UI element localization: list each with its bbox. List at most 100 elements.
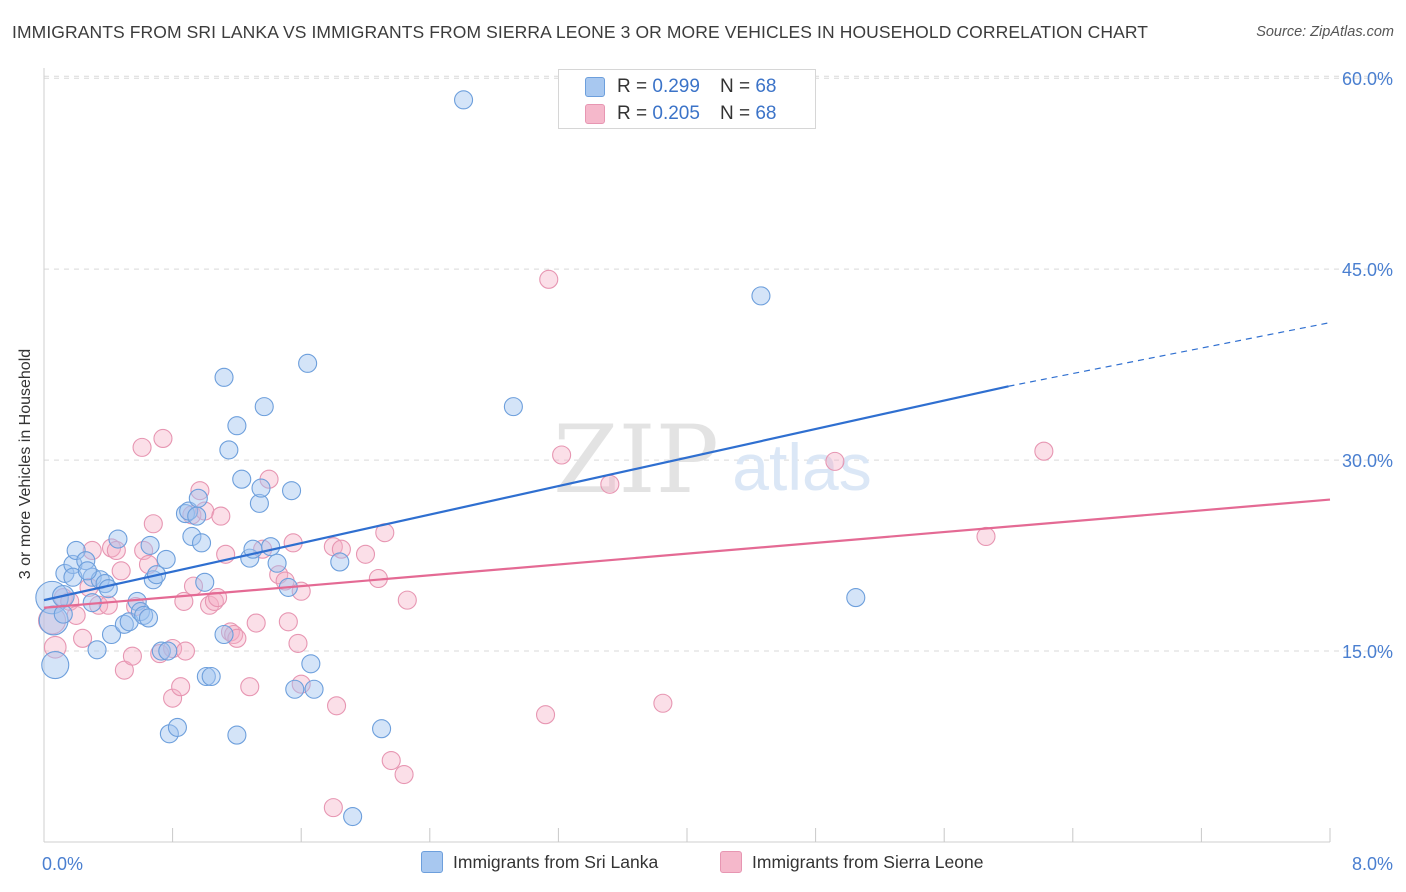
- point-sierra-leone: [82, 540, 102, 561]
- watermark-zip: ZIP: [553, 406, 719, 515]
- point-sri-lanka: [98, 579, 118, 599]
- point-sri-lanka: [454, 90, 474, 110]
- y-tick-label: 15.0%: [1342, 642, 1393, 662]
- point-sri-lanka: [330, 552, 350, 572]
- point-sri-lanka: [846, 588, 866, 608]
- n-label: N =: [719, 103, 751, 124]
- point-sri-lanka: [159, 724, 179, 744]
- point-sri-lanka: [285, 679, 305, 699]
- point-sri-lanka: [254, 397, 274, 417]
- point-sierra-leone: [240, 677, 260, 697]
- point-sri-lanka: [195, 572, 215, 592]
- point-sierra-leone: [138, 554, 159, 575]
- point-sierra-leone: [224, 624, 244, 645]
- trend-line-sri-lanka: [43, 385, 1009, 602]
- watermark: ZIP atlas: [553, 406, 872, 515]
- point-sri-lanka: [196, 666, 216, 687]
- point-sierra-leone: [190, 481, 210, 501]
- point-sierra-leone: [397, 590, 417, 610]
- point-sierra-leone: [143, 514, 163, 534]
- point-sierra-leone: [171, 677, 191, 697]
- point-sierra-leone: [227, 628, 247, 648]
- series-legend: Immigrants from Sri Lanka Immigrants fro…: [0, 851, 1406, 877]
- point-sierra-leone: [291, 674, 311, 694]
- point-sri-lanka: [182, 526, 202, 547]
- point-sri-lanka: [201, 666, 221, 687]
- point-sri-lanka: [108, 529, 128, 549]
- n-label: N =: [719, 76, 751, 97]
- point-sierra-leone: [208, 588, 228, 608]
- point-sierra-leone: [539, 269, 559, 289]
- y-tick-label: 30.0%: [1342, 451, 1393, 471]
- point-sierra-leone: [1034, 441, 1054, 461]
- point-sri-lanka: [187, 506, 207, 526]
- n-value-sierra-leone: 68: [755, 103, 777, 124]
- point-sierra-leone: [535, 705, 556, 725]
- trend-line-sri-lanka-extension: [1008, 322, 1331, 387]
- point-sierra-leone: [98, 595, 118, 615]
- stats-row-sierra-leone: R = 0.205 N = 68: [585, 103, 776, 125]
- point-sri-lanka: [298, 353, 318, 373]
- legend-swatch-sri-lanka: [421, 851, 443, 873]
- point-sri-lanka: [140, 535, 160, 555]
- r-value-sierra-leone: 0.205: [652, 103, 700, 124]
- point-sierra-leone: [73, 628, 93, 648]
- legend-item-sri-lanka[interactable]: Immigrants from Sri Lanka: [421, 851, 658, 873]
- legend-item-sierra-leone[interactable]: Immigrants from Sierra Leone: [720, 851, 983, 873]
- point-sierra-leone: [976, 526, 996, 547]
- point-sierra-leone: [825, 451, 845, 471]
- point-sri-lanka: [214, 624, 234, 645]
- point-sri-lanka: [156, 549, 176, 569]
- point-sri-lanka: [87, 640, 107, 660]
- watermark-atlas: atlas: [732, 430, 871, 504]
- stats-swatch-sri-lanka: [585, 77, 605, 97]
- point-sri-lanka: [304, 679, 324, 699]
- point-sri-lanka: [41, 651, 70, 680]
- stats-swatch-sierra-leone: [585, 104, 605, 124]
- point-sri-lanka: [158, 641, 178, 661]
- point-sri-lanka: [214, 367, 234, 387]
- point-sierra-leone: [153, 428, 173, 449]
- point-sri-lanka: [343, 806, 363, 827]
- point-sri-lanka: [77, 561, 97, 581]
- chart-title: IMMIGRANTS FROM SRI LANKA VS IMMIGRANTS …: [12, 22, 1149, 42]
- stats-row-sri-lanka: R = 0.299 N = 68: [585, 76, 776, 98]
- point-sri-lanka: [76, 551, 96, 571]
- point-sri-lanka: [191, 533, 212, 553]
- r-value-sri-lanka: 0.299: [652, 76, 700, 97]
- point-sierra-leone: [175, 641, 196, 661]
- point-sierra-leone: [394, 764, 414, 785]
- point-sri-lanka: [188, 488, 208, 508]
- point-sierra-leone: [211, 506, 231, 526]
- legend-swatch-sierra-leone: [720, 851, 742, 873]
- point-sri-lanka: [101, 624, 122, 645]
- point-sri-lanka: [63, 567, 83, 587]
- point-sri-lanka: [503, 397, 523, 417]
- point-sri-lanka: [227, 725, 247, 745]
- trend-lines: [43, 322, 1331, 609]
- point-sri-lanka: [251, 478, 271, 498]
- point-sierra-leone: [111, 561, 131, 581]
- trend-line-sierra-leone: [43, 498, 1331, 609]
- point-sri-lanka: [227, 416, 247, 436]
- y-tick-label: 45.0%: [1342, 260, 1393, 280]
- point-sierra-leone: [327, 696, 347, 716]
- legend-label-sierra-leone: Immigrants from Sierra Leone: [752, 851, 984, 872]
- point-sierra-leone: [600, 474, 620, 494]
- point-sri-lanka: [151, 641, 171, 661]
- point-sierra-leone: [132, 437, 152, 457]
- point-sierra-leone: [163, 688, 183, 708]
- point-sri-lanka: [53, 604, 73, 624]
- point-sri-lanka: [267, 553, 287, 573]
- point-sierra-leone: [278, 612, 298, 632]
- point-sri-lanka: [219, 440, 239, 460]
- point-sierra-leone: [288, 633, 308, 653]
- point-sri-lanka: [282, 481, 302, 501]
- axes: [43, 68, 1331, 843]
- legend-label-sri-lanka: Immigrants from Sri Lanka: [453, 851, 659, 872]
- point-sierra-leone: [122, 646, 142, 666]
- point-sri-lanka: [301, 654, 321, 674]
- point-sierra-leone: [381, 750, 401, 771]
- point-sierra-leone: [552, 445, 572, 465]
- point-sri-lanka: [261, 537, 281, 557]
